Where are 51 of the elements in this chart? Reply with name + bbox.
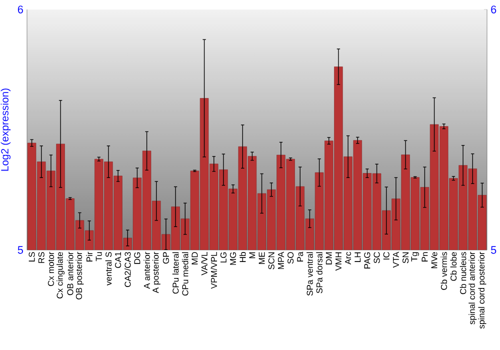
x-tick-label: MPA	[278, 252, 284, 269]
x-tick-label: PAG	[364, 252, 370, 268]
x-tick-label: SO	[288, 252, 294, 264]
y2-tick-label: 6	[491, 6, 496, 14]
x-tick-label: Cx motor	[48, 252, 54, 286]
x-tick-label: VMH	[336, 252, 342, 271]
x-tick-label: SPa ventral	[306, 252, 313, 296]
x-tick-label: M	[249, 252, 256, 258]
x-tick-label: A anterior	[144, 252, 150, 289]
x-tick-label: CA2/CA3	[124, 252, 131, 287]
x-tick-label: Cx cingulate	[56, 252, 65, 298]
x-tick-label: ME	[258, 252, 265, 264]
x-tick-label: spinal cord posterior	[478, 252, 486, 329]
x-tick-label: A posterior	[152, 252, 160, 294]
x-tick-label: LS	[28, 252, 35, 262]
x-tick-label: GP	[162, 252, 169, 264]
x-tick-label: ventral S	[105, 252, 112, 286]
x-tick-label: Cb nucleus	[460, 252, 466, 294]
y-axis-title: Log2 (expression)	[0, 88, 11, 171]
x-tick-label: CPu medial	[182, 252, 188, 296]
x-tick-label: Hb	[239, 252, 246, 262]
x-tick-label: OB anterior	[66, 252, 74, 296]
x-tick-label: MD	[192, 252, 198, 264]
x-tick-label: spinal cord anterior	[468, 252, 477, 324]
x-tick-label: Cb lobe	[450, 252, 457, 281]
x-tick-label: Pn	[422, 252, 428, 262]
x-tick-label: MG	[230, 252, 236, 265]
x-tick-label: Pir	[86, 252, 92, 262]
x-tick-label: IC	[383, 252, 390, 260]
x-tick-label: Arc	[345, 252, 352, 265]
x-tick-label: CPu lateral	[172, 252, 179, 294]
x-tick-label: DM	[326, 252, 332, 264]
x-tick-label: Pa	[297, 252, 304, 262]
x-tick-label: Tu	[96, 252, 102, 262]
x-tick-label: VA/VL	[201, 252, 208, 276]
x-tick-label: VPM/VPL	[210, 252, 218, 289]
x-tick-label: CA1	[115, 252, 122, 268]
x-tick-label: VTA	[393, 252, 399, 268]
y2-tick-label: 5	[490, 246, 496, 254]
x-tick-label: Tg	[411, 252, 419, 262]
x-tick-label: MVe	[431, 252, 438, 268]
x-tick-label: SCN	[268, 252, 274, 270]
x-tick-label: SC	[374, 252, 380, 264]
x-tick-label: DG	[134, 252, 140, 264]
x-tick-label: OB posterior	[76, 252, 84, 300]
x-tick-label: Cb vermis	[440, 252, 448, 290]
x-tick-label: LG	[220, 252, 226, 262]
x-tick-label: LH	[354, 252, 361, 262]
x-tick-label: SN	[402, 252, 409, 264]
x-tick-label: RS	[38, 252, 44, 263]
x-tick-label: SPa dorsal	[316, 252, 322, 294]
